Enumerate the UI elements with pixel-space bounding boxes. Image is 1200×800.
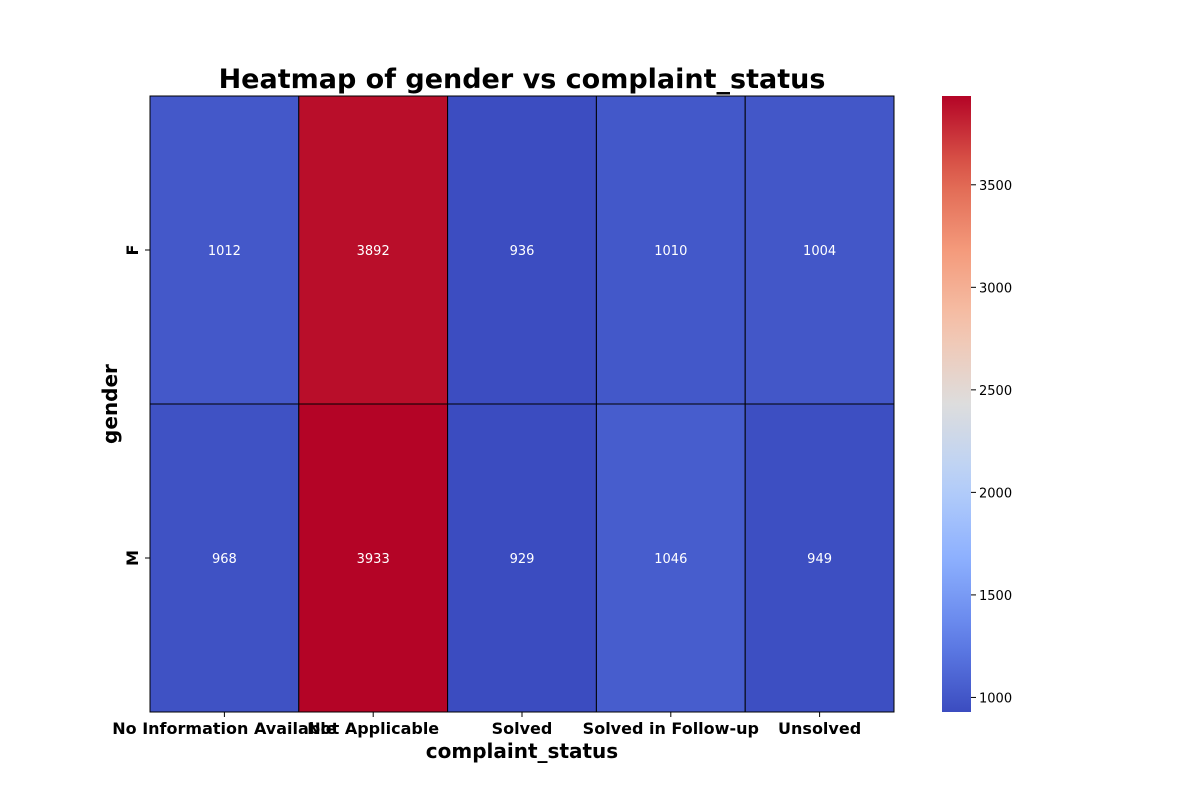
cell-value-label: 1046 xyxy=(654,552,687,567)
x-tick-label: Solved in Follow-up xyxy=(583,719,759,738)
heatmap-cell xyxy=(595,95,746,405)
x-tick-label: Solved xyxy=(492,719,553,738)
colorbar-tick-label: 2000 xyxy=(979,486,1012,501)
heatmap-cell xyxy=(298,95,449,405)
colorbar-tick-label: 2500 xyxy=(979,384,1012,399)
cell-value-label: 1010 xyxy=(654,244,687,259)
heatmap-cell xyxy=(447,403,597,713)
heatmap-cell xyxy=(447,95,597,405)
cell-value-label: 949 xyxy=(807,552,832,567)
cell-value-label: 1012 xyxy=(208,244,241,259)
cell-value-label: 3892 xyxy=(357,244,390,259)
heatmap-cell xyxy=(149,403,300,713)
y-tick-label: F xyxy=(123,245,142,256)
chart-title: Heatmap of gender vs complaint_status xyxy=(219,64,826,95)
colorbar-ticks: 1000 1500 2000 2500 3000 3500 xyxy=(971,179,1012,706)
colorbar xyxy=(942,96,971,712)
x-tick-label: Unsolved xyxy=(778,719,861,738)
y-tick-label: M xyxy=(123,550,142,566)
heatmap-cell xyxy=(744,95,895,405)
y-axis-ticks: FM xyxy=(123,245,150,566)
x-tick-label: Not Applicable xyxy=(307,719,439,738)
colorbar-tick-label: 1500 xyxy=(979,589,1012,604)
cell-value-label: 3933 xyxy=(357,552,390,567)
cell-value-label: 929 xyxy=(510,552,535,567)
heatmap-cell xyxy=(298,403,449,713)
colorbar-tick-label: 3500 xyxy=(979,179,1012,194)
y-axis-label: gender xyxy=(98,364,122,444)
heatmap-cell xyxy=(149,95,300,405)
cell-value-label: 936 xyxy=(510,244,535,259)
heatmap-cell xyxy=(744,403,895,713)
cell-value-label: 1004 xyxy=(803,244,836,259)
x-axis-label: complaint_status xyxy=(426,739,618,763)
cell-value-label: 968 xyxy=(212,552,237,567)
colorbar-tick-label: 1000 xyxy=(979,691,1012,706)
colorbar-tick-label: 3000 xyxy=(979,281,1012,296)
heatmap-cells: 1012 3892 936 1010 1004 968 3933 929 1046 949 xyxy=(149,95,895,713)
x-tick-label: No Information Available xyxy=(112,719,336,738)
